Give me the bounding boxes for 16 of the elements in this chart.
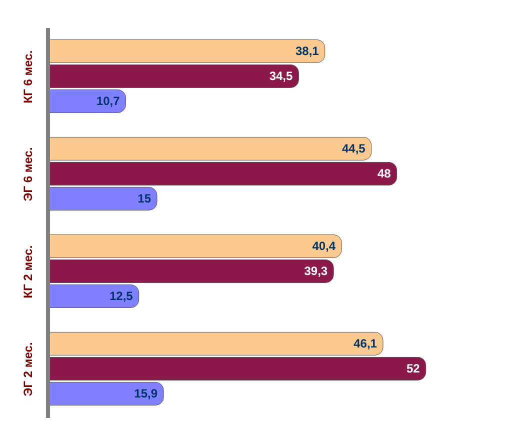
data-label: 15 <box>138 192 152 206</box>
y-tick-label: КГ 6 мес. <box>21 50 35 104</box>
data-label: 52 <box>406 362 420 376</box>
y-tick-label: ЭГ 2 мес. <box>21 342 35 396</box>
data-label: 34,5 <box>269 69 294 84</box>
data-label: 46,1 <box>354 336 378 351</box>
y-tick-label: КГ 2 мес. <box>21 245 35 298</box>
data-label: 15,9 <box>134 386 158 401</box>
data-label: 39,3 <box>304 264 328 278</box>
data-label: 48 <box>377 166 392 181</box>
data-label: 40,4 <box>312 239 336 254</box>
data-label: 12,5 <box>109 289 134 304</box>
data-label: 10,7 <box>96 94 120 108</box>
y-tick-label: ЭГ 6 мес. <box>21 147 35 202</box>
data-label: 44,5 <box>342 142 366 156</box>
data-label: 38,1 <box>296 44 320 58</box>
